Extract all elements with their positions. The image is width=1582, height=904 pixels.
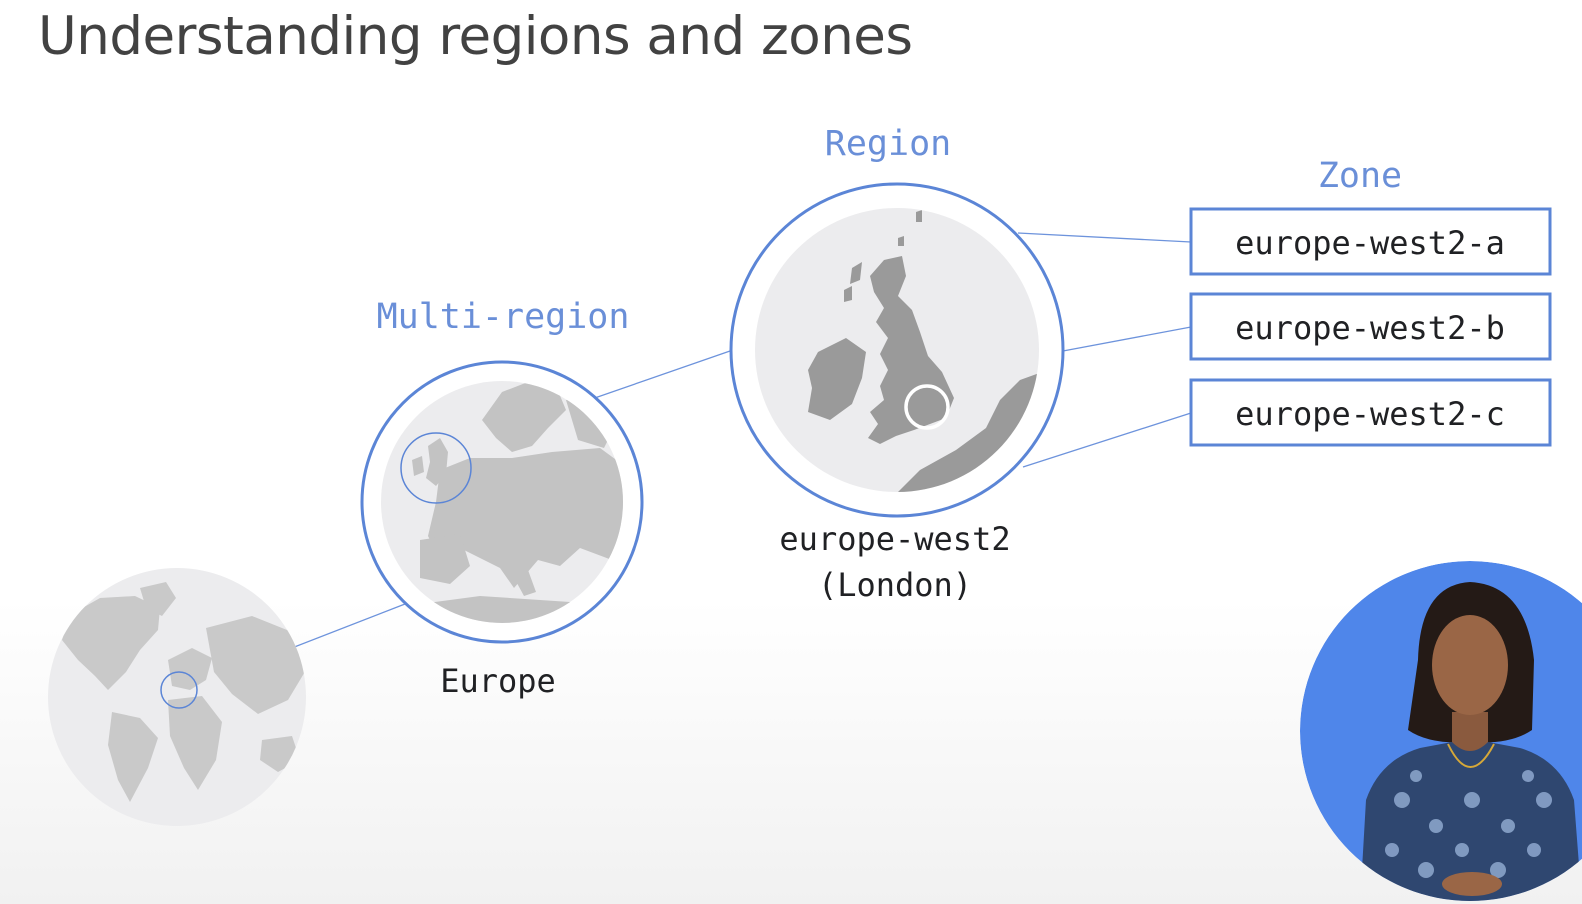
world-europe-highlight bbox=[160, 671, 198, 709]
region-label-line2: (London) bbox=[818, 566, 972, 604]
uk-map-icon bbox=[729, 182, 1065, 518]
region-label-line1: europe-west2 bbox=[779, 520, 1010, 558]
multi-region-label: Europe bbox=[440, 662, 556, 700]
europe-uk-highlight bbox=[400, 432, 472, 504]
presenter-face bbox=[1432, 615, 1508, 715]
zone-box-a: europe-west2-a bbox=[1189, 207, 1552, 276]
london-highlight bbox=[904, 384, 950, 430]
region-heading: Region bbox=[825, 124, 951, 164]
zone-label-b: europe-west2-b bbox=[1235, 309, 1505, 347]
zone-box-b: europe-west2-b bbox=[1189, 292, 1552, 361]
connector-region-to-zone-a bbox=[1017, 232, 1192, 243]
zone-heading: Zone bbox=[1318, 156, 1402, 196]
europe-map-icon bbox=[360, 360, 644, 644]
multi-region-heading: Multi-region bbox=[377, 297, 630, 337]
connector-region-to-zone-b bbox=[1062, 326, 1192, 352]
slide-title: Understanding regions and zones bbox=[38, 6, 913, 67]
zone-box-c: europe-west2-c bbox=[1189, 378, 1552, 447]
world-map-icon bbox=[48, 568, 306, 826]
connector-region-to-zone-c bbox=[1022, 412, 1192, 468]
zone-label-a: europe-west2-a bbox=[1235, 224, 1505, 262]
zone-label-c: europe-west2-c bbox=[1235, 395, 1505, 433]
presenter-hands bbox=[1442, 872, 1502, 896]
presenter-video bbox=[1300, 561, 1582, 901]
presenter-neck bbox=[1452, 712, 1488, 752]
presenter-torso bbox=[1360, 742, 1582, 901]
